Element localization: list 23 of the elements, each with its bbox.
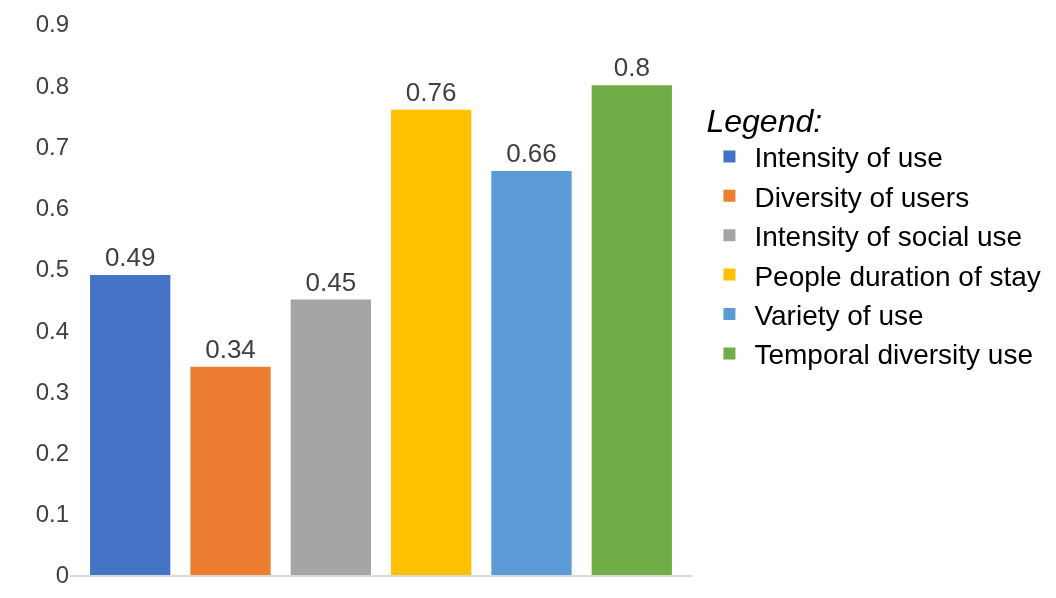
legend-label: Temporal diversity use <box>754 339 1033 371</box>
y-tick-label: 0 <box>55 561 69 589</box>
legend-label: Variety of use <box>754 299 924 331</box>
y-tick-label: 0.8 <box>35 71 69 99</box>
y-tick-label: 0.5 <box>35 255 69 283</box>
y-tick-label: 0.2 <box>35 438 69 466</box>
legend-label: People duration of stay <box>754 260 1041 292</box>
data-label: 0.8 <box>613 52 650 83</box>
y-tick-label: 0.1 <box>35 500 69 528</box>
legend-title: Legend: <box>706 102 823 139</box>
y-tick-label: 0.4 <box>35 316 69 344</box>
data-label: 0.76 <box>405 76 457 107</box>
y-tick-label: 0.7 <box>35 132 69 160</box>
y-tick-label: 0.9 <box>35 10 69 38</box>
legend-label: Diversity of users <box>754 181 970 213</box>
data-label: 0.66 <box>506 137 557 168</box>
y-tick-label: 0.6 <box>35 194 69 222</box>
y-tick-label: 0.3 <box>35 377 69 405</box>
data-label: 0.49 <box>104 242 156 273</box>
legend-label: Intensity of use <box>754 142 943 174</box>
data-label: 0.45 <box>305 266 357 297</box>
data-label: 0.34 <box>205 333 256 364</box>
legend-label: Intensity of social use <box>754 221 1023 253</box>
